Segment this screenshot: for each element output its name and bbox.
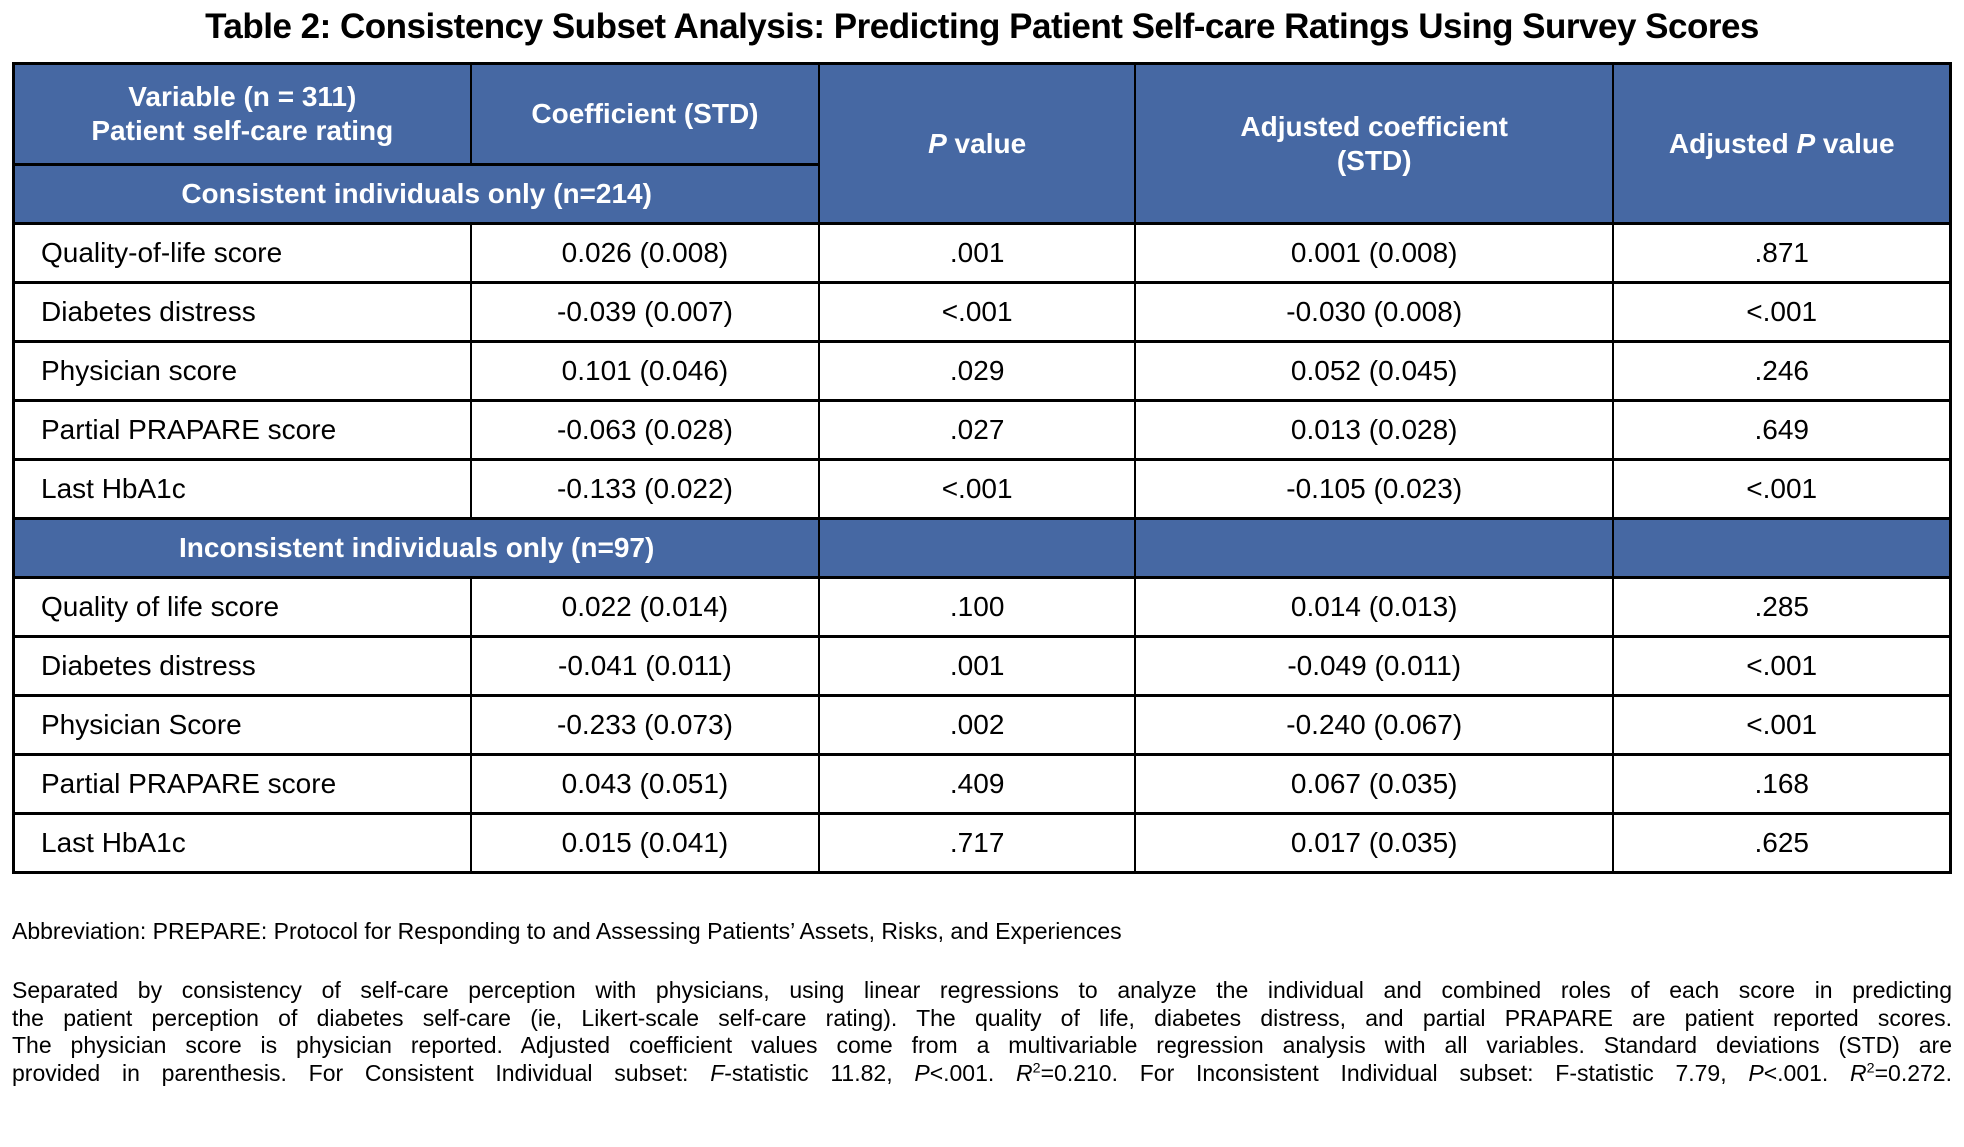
section-label-inconsistent: Inconsistent individuals only (n=97) bbox=[12, 517, 821, 579]
empty-blue-cell bbox=[1133, 517, 1615, 579]
variable-cell: Last HbA1c bbox=[12, 812, 472, 874]
adjusted-coefficient-cell: 0.017 (0.035) bbox=[1133, 812, 1615, 874]
section-header-inconsistent: Inconsistent individuals only (n=97) bbox=[12, 517, 1952, 579]
adjusted-coefficient-cell: -0.240 (0.067) bbox=[1133, 694, 1615, 756]
p-value-cell: <.001 bbox=[818, 281, 1136, 343]
adjusted-coefficient-cell: 0.014 (0.013) bbox=[1133, 576, 1615, 638]
variable-cell: Quality-of-life score bbox=[12, 222, 472, 284]
methods-note-line: The physician score is physician reporte… bbox=[12, 1032, 1952, 1058]
adjusted-p-value-cell: .168 bbox=[1612, 753, 1952, 815]
table-row: Partial PRAPARE score -0.063 (0.028) .027 0… bbox=[12, 399, 1952, 461]
coefficient-cell: -0.133 (0.022) bbox=[469, 458, 821, 520]
table-row: Last HbA1c 0.015 (0.041) .717 0.017 (0.035)… bbox=[12, 812, 1952, 874]
table-row: Quality-of-life score 0.026 (0.008) .001 0.… bbox=[12, 222, 1952, 284]
header-cell-coefficient: Coefficient (STD) bbox=[469, 62, 821, 166]
p-value-cell: .717 bbox=[818, 812, 1136, 874]
methods-note-line: the patient perception of diabetes self-… bbox=[12, 1004, 1952, 1031]
p-value-cell: .100 bbox=[818, 576, 1136, 638]
adjusted-p-value-cell: <.001 bbox=[1612, 281, 1952, 343]
table-row: Physician score 0.101 (0.046) .029 0.052 (0… bbox=[12, 340, 1952, 402]
p-value-cell: .001 bbox=[818, 635, 1136, 697]
footnotes: Abbreviation: PREPARE: Protocol for Resp… bbox=[12, 918, 1952, 1087]
variable-cell: Quality of life score bbox=[12, 576, 472, 638]
p-value-cell: .001 bbox=[818, 222, 1136, 284]
adjusted-coefficient-cell: -0.030 (0.008) bbox=[1133, 281, 1615, 343]
adjusted-p-value-cell: .649 bbox=[1612, 399, 1952, 461]
adjusted-coefficient-cell: 0.052 (0.045) bbox=[1133, 340, 1615, 402]
methods-note-line: provided in parenthesis. For Consistent … bbox=[12, 1059, 1952, 1086]
adjusted-p-value-cell: <.001 bbox=[1612, 458, 1952, 520]
header-cell-p-value: P value bbox=[818, 62, 1136, 225]
table-row: Partial PRAPARE score 0.043 (0.051) .409 0.… bbox=[12, 753, 1952, 815]
variable-cell: Partial PRAPARE score bbox=[12, 753, 472, 815]
inconsistent-rows-body: Quality of life score 0.022 (0.014) .100 0.… bbox=[12, 576, 1952, 874]
coefficient-cell: 0.101 (0.046) bbox=[469, 340, 821, 402]
adjusted-coefficient-cell: -0.105 (0.023) bbox=[1133, 458, 1615, 520]
table-row: Last HbA1c -0.133 (0.022) <.001 -0.105 (0.0… bbox=[12, 458, 1952, 520]
adjusted-coefficient-cell: -0.049 (0.011) bbox=[1133, 635, 1615, 697]
adjusted-p-value-cell: .871 bbox=[1612, 222, 1952, 284]
p-value-cell: .027 bbox=[818, 399, 1136, 461]
consistent-rows-body: Quality-of-life score 0.026 (0.008) .001 0.… bbox=[12, 222, 1952, 520]
variable-cell: Diabetes distress bbox=[12, 281, 472, 343]
adjusted-coefficient-cell: 0.001 (0.008) bbox=[1133, 222, 1615, 284]
methods-note-line: Separated by consistency of self-care pe… bbox=[12, 977, 1952, 1003]
header-row: Variable (n = 311) Patient self-care rati… bbox=[12, 62, 1952, 225]
coefficient-cell: 0.026 (0.008) bbox=[469, 222, 821, 284]
coefficient-cell: 0.015 (0.041) bbox=[469, 812, 821, 874]
section-label-consistent: Consistent individuals only (n=214) bbox=[12, 163, 821, 225]
table-row: Quality of life score 0.022 (0.014) .100 0.… bbox=[12, 576, 1952, 638]
adjusted-coefficient-cell: 0.013 (0.028) bbox=[1133, 399, 1615, 461]
coefficient-cell: -0.063 (0.028) bbox=[469, 399, 821, 461]
p-value-cell: <.001 bbox=[818, 458, 1136, 520]
header-cell-adjusted-p-value: Adjusted P value bbox=[1612, 62, 1952, 225]
header-cell-variable: Variable (n = 311) Patient self-care rati… bbox=[12, 62, 472, 166]
table-row: Physician Score -0.233 (0.073) .002 -0.240 … bbox=[12, 694, 1952, 756]
adjusted-p-value-cell: <.001 bbox=[1612, 694, 1952, 756]
coefficient-cell: -0.041 (0.011) bbox=[469, 635, 821, 697]
variable-cell: Last HbA1c bbox=[12, 458, 472, 520]
coefficient-cell: -0.233 (0.073) bbox=[469, 694, 821, 756]
p-value-cell: .409 bbox=[818, 753, 1136, 815]
variable-cell: Physician score bbox=[12, 340, 472, 402]
header-cell-adjusted-coefficient: Adjusted coefficient (STD) bbox=[1133, 62, 1615, 225]
variable-cell: Diabetes distress bbox=[12, 635, 472, 697]
section-header-consistent: Consistent individuals only (n=214) bbox=[12, 163, 1951, 225]
coefficient-cell: 0.022 (0.014) bbox=[469, 576, 821, 638]
p-value-cell: .002 bbox=[818, 694, 1136, 756]
abbreviation-note: Abbreviation: PREPARE: Protocol for Resp… bbox=[12, 918, 1122, 944]
empty-blue-cell bbox=[818, 517, 1136, 579]
adjusted-p-value-cell: .285 bbox=[1612, 576, 1952, 638]
regression-table: Variable (n = 311) Patient self-care rati… bbox=[12, 62, 1952, 874]
table-row: Diabetes distress -0.041 (0.011) .001 -0.04… bbox=[12, 635, 1952, 697]
methods-note: Separated by consistency of self-care pe… bbox=[12, 977, 1952, 1087]
adjusted-p-value-cell: <.001 bbox=[1612, 635, 1952, 697]
variable-cell: Physician Score bbox=[12, 694, 472, 756]
p-value-cell: .029 bbox=[818, 340, 1136, 402]
adjusted-p-value-cell: .625 bbox=[1612, 812, 1952, 874]
adjusted-coefficient-cell: 0.067 (0.035) bbox=[1133, 753, 1615, 815]
table-title: Table 2: Consistency Subset Analysis: Pr… bbox=[205, 7, 1759, 46]
variable-cell: Partial PRAPARE score bbox=[12, 399, 472, 461]
empty-blue-cell bbox=[1612, 517, 1952, 579]
coefficient-cell: 0.043 (0.051) bbox=[469, 753, 821, 815]
coefficient-cell: -0.039 (0.007) bbox=[469, 281, 821, 343]
adjusted-p-value-cell: .246 bbox=[1612, 340, 1952, 402]
table-row: Diabetes distress -0.039 (0.007) <.001 -0.0… bbox=[12, 281, 1952, 343]
